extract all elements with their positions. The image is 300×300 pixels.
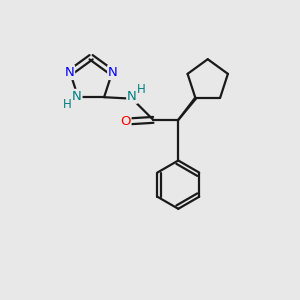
Text: H: H	[63, 98, 71, 111]
Text: N: N	[72, 90, 82, 103]
Text: N: N	[64, 66, 74, 79]
Text: H: H	[137, 83, 146, 96]
Text: N: N	[127, 90, 137, 103]
Text: N: N	[108, 66, 118, 79]
Text: O: O	[120, 115, 130, 128]
